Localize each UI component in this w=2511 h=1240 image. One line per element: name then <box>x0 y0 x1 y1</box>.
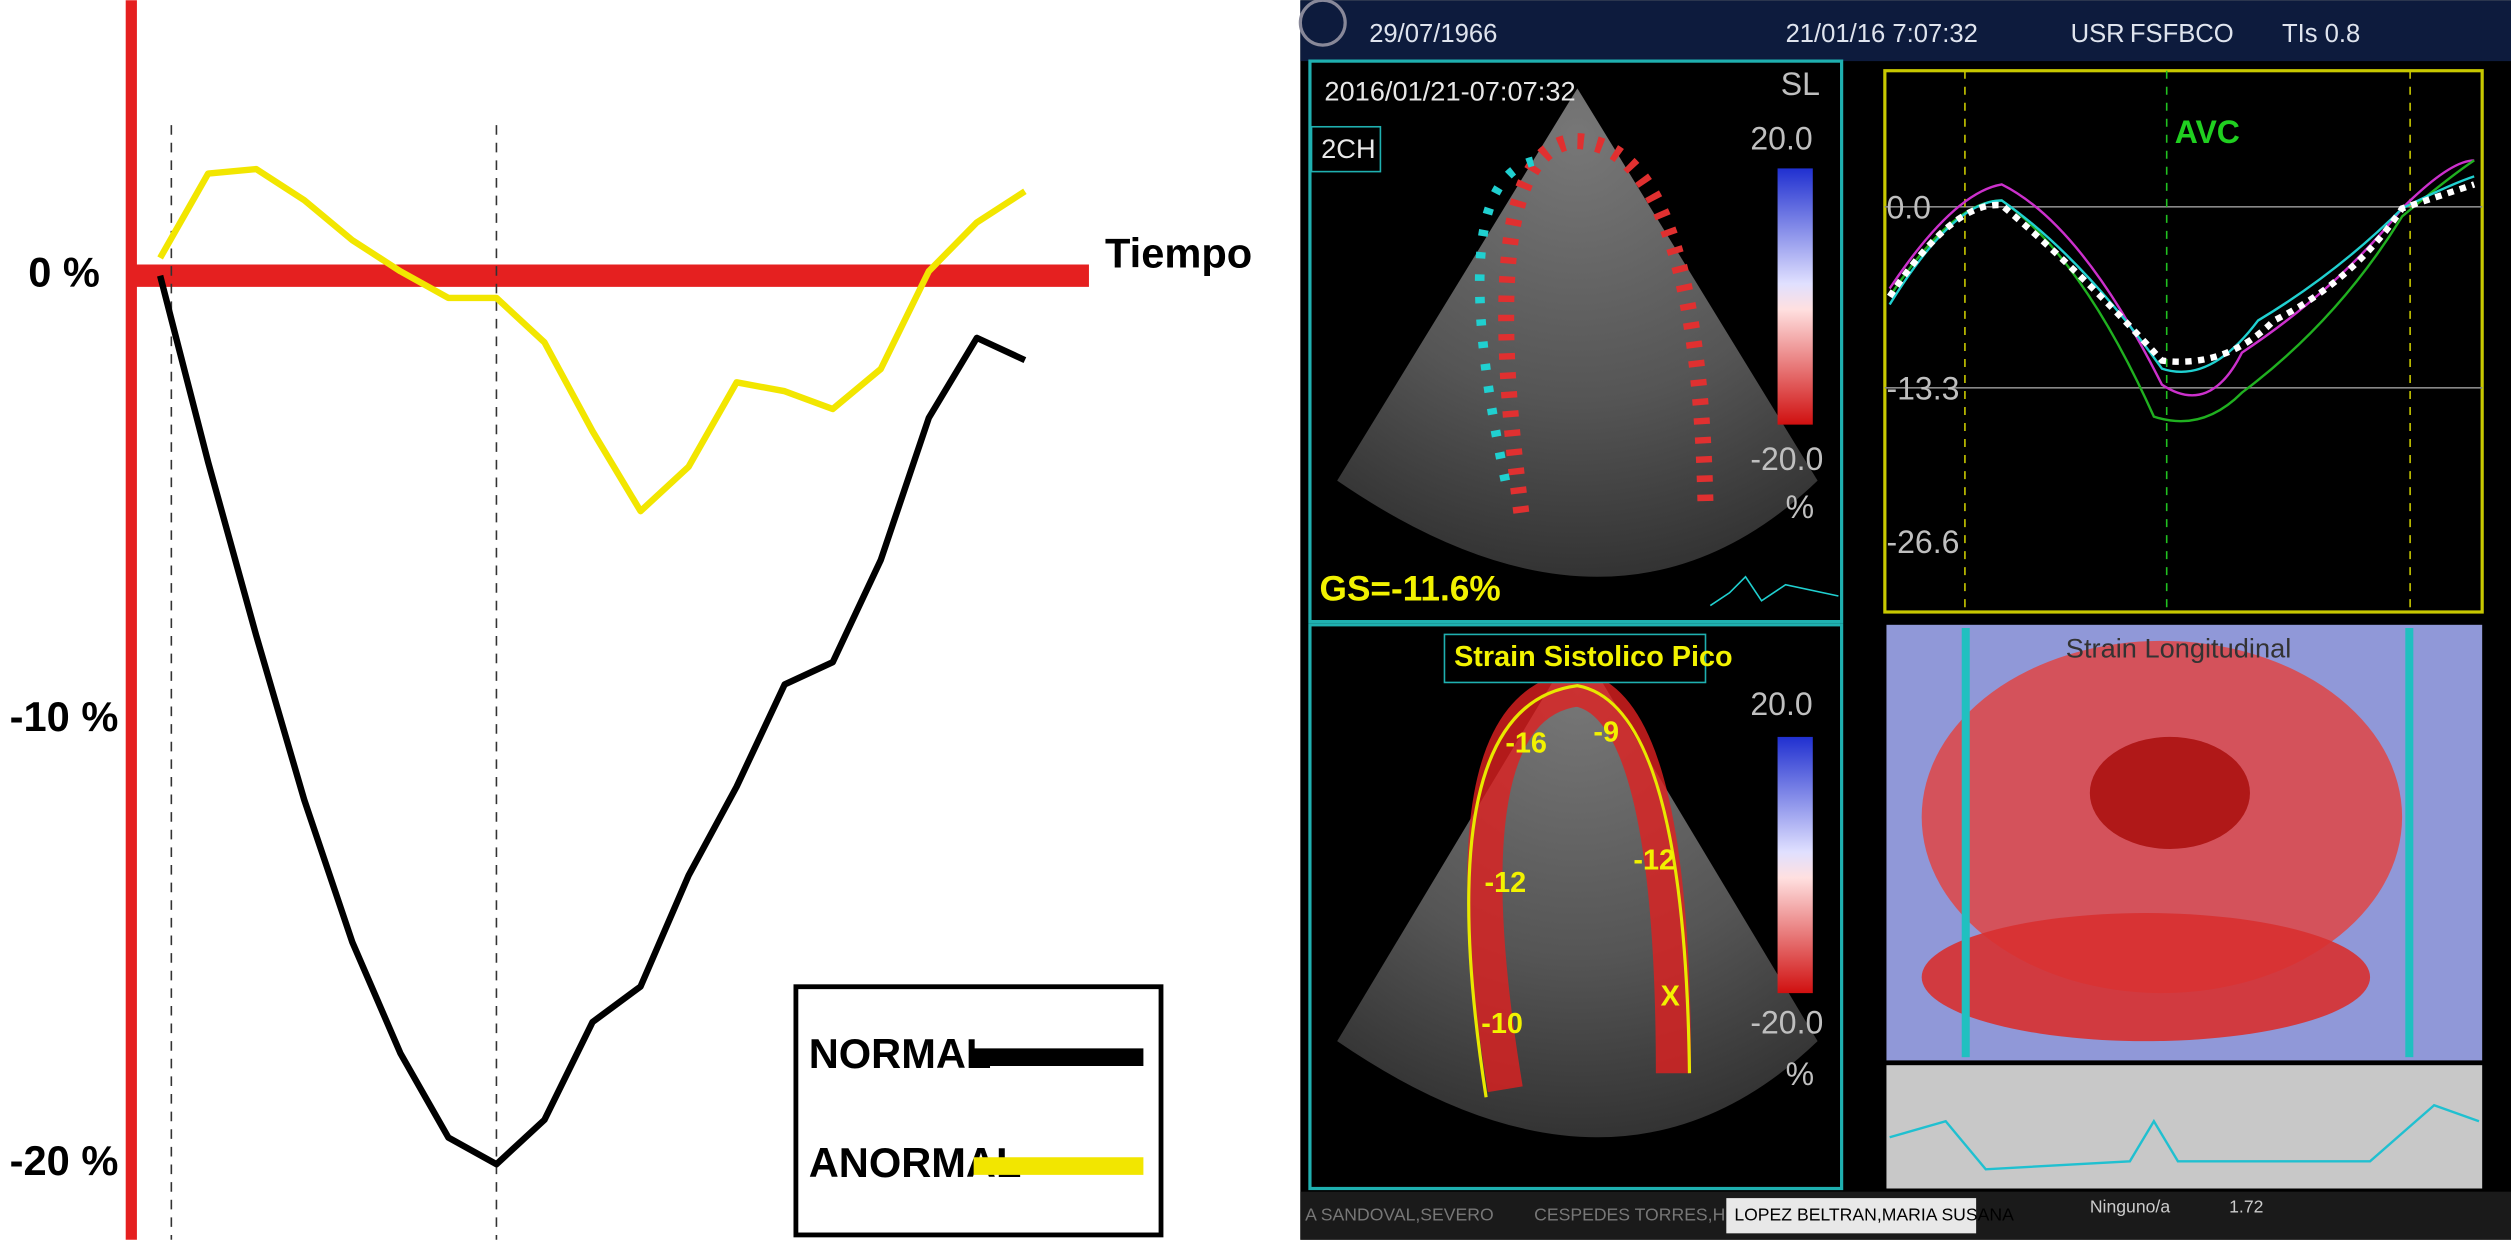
filter[interactable]: Ninguno/a <box>2090 1196 2170 1216</box>
view-box <box>1310 125 1382 173</box>
echo-sector <box>1337 640 1818 1138</box>
global-strain: GS=-11.6% <box>1320 569 1501 608</box>
event-label: AVC <box>2175 114 2240 150</box>
segment-curve <box>1888 175 2475 373</box>
tracking-points <box>1498 133 1714 514</box>
series-line <box>157 165 1027 515</box>
scale-max: 20.0 <box>1750 121 1812 157</box>
ecg <box>1709 575 1839 607</box>
scale-min: -20.0 <box>1750 441 1823 477</box>
exam-datetime: 21/01/16 7:07:32 <box>1786 20 1978 48</box>
segment-value: -16 <box>1505 728 1547 760</box>
unit: % <box>1786 489 1814 525</box>
header-bar <box>1300 0 2511 62</box>
panel-tick: -13.3 <box>1886 370 1959 406</box>
station: FSFBCO <box>2130 20 2234 48</box>
timestamp: 2016/01/21-07:07:32 <box>1324 75 1575 106</box>
view: 2CH <box>1321 133 1375 164</box>
view-title: Strain Sistolico Pico <box>1454 641 1733 673</box>
map-region <box>2089 736 2250 850</box>
unit: % <box>1786 1056 1814 1092</box>
color-bar <box>1777 736 1813 994</box>
patient-tab[interactable]: A SANDOVAL,SEVERO <box>1305 1204 1494 1224</box>
segment-value: -12 <box>1633 844 1675 876</box>
patient-tab[interactable]: LOPEZ BELTRAN,MARIA SUSANA <box>1734 1204 2014 1224</box>
scale-max: 20.0 <box>1750 686 1812 722</box>
scale-min: -20.0 <box>1750 1005 1823 1041</box>
segment-value: -9 <box>1593 716 1619 748</box>
title-box <box>1443 633 1707 684</box>
ecg <box>1889 1103 2480 1171</box>
segment-value: -12 <box>1485 867 1527 899</box>
segment-outline <box>1467 684 1692 1098</box>
echo-screen: 29/07/1966 21/01/16 7:07:32 USR FSFBCO T… <box>1298 0 2511 1240</box>
axis-label: Tiempo <box>1105 229 1252 276</box>
mode: SL <box>1781 66 1820 102</box>
user: USR <box>2071 20 2125 48</box>
average-curve <box>1886 181 2476 365</box>
y-tick-label: 0 % <box>28 249 100 296</box>
legend-box <box>793 984 1164 1238</box>
segment-value: -10 <box>1481 1008 1523 1040</box>
curve-panel <box>1883 69 2484 614</box>
active-tab <box>1726 1198 1977 1234</box>
birth-date: 29/07/1966 <box>1369 20 1497 48</box>
y-tick-label: -10 % <box>10 693 119 740</box>
legend-label: NORMAL <box>809 1030 992 1077</box>
map-region <box>1921 913 2371 1042</box>
map-title: Strain Longitudinal <box>2066 633 2291 664</box>
segment-bar <box>2405 628 2414 1058</box>
panel-tick: -26.6 <box>1886 524 1959 560</box>
panel-tick: 0.0 <box>1886 189 1931 225</box>
y-tick-label: -20 % <box>10 1137 119 1184</box>
segment-value: X <box>1661 981 1680 1013</box>
echo-sector <box>1337 88 1818 577</box>
segment-bar <box>1961 628 1970 1058</box>
color-bar <box>1777 168 1813 425</box>
zoom: 1.72 <box>2229 1196 2263 1216</box>
segment-band <box>1467 671 1692 1093</box>
series-line <box>157 274 1027 1168</box>
tis: TIs 0.8 <box>2282 20 2360 48</box>
logo <box>1298 0 1347 47</box>
m-mode-strip <box>1886 1065 2483 1189</box>
